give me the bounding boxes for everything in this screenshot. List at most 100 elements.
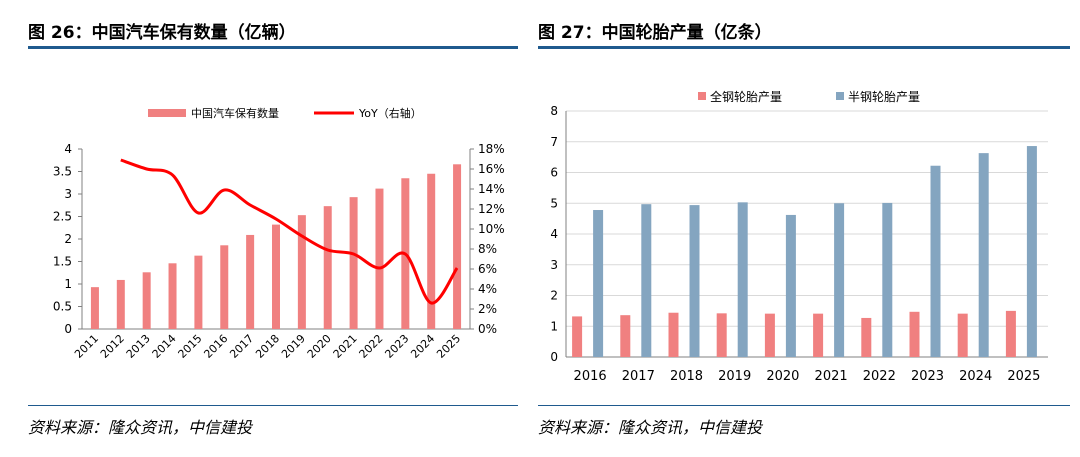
x-tick-label: 2011	[72, 332, 101, 361]
x-tick-label: 2012	[98, 332, 127, 361]
ownership-bar	[427, 173, 436, 329]
ownership-bar	[90, 287, 99, 329]
right-y-tick-label: 16%	[478, 162, 505, 176]
legend-label-semisteel: 半钢轮胎产量	[848, 90, 920, 104]
x-tick-label: 2018	[670, 369, 703, 384]
legend-label-ownership: 中国汽车保有数量	[191, 106, 279, 120]
left-y-tick-label: 0.5	[53, 300, 72, 314]
ownership-bar	[453, 164, 462, 329]
semisteel-bar	[882, 202, 893, 357]
semisteel-bar	[785, 214, 796, 357]
left-y-tick-label: 3.5	[53, 165, 72, 179]
legend-label-yoy: YoY（右轴）	[358, 106, 422, 120]
legend-swatch-semisteel	[836, 92, 844, 100]
right-y-tick-label: 2%	[478, 302, 497, 316]
y-tick-label: 2	[550, 289, 558, 303]
right-source-rule	[538, 405, 1070, 406]
left-source-rule	[28, 405, 518, 406]
left-title-rule	[28, 46, 518, 49]
allsteel-bar	[668, 312, 679, 357]
y-tick-label: 5	[550, 196, 558, 210]
left-figure-title: 图 26：中国汽车保有数量（亿辆）	[28, 23, 296, 43]
x-tick-label: 2022	[863, 369, 896, 384]
legend-swatch-ownership	[148, 109, 186, 117]
right-title-rule	[538, 46, 1070, 49]
ownership-bar	[349, 197, 358, 329]
semisteel-bar	[978, 153, 989, 357]
semisteel-bar	[930, 165, 941, 357]
x-tick-label: 2020	[305, 332, 334, 361]
ownership-bar	[272, 224, 280, 329]
x-tick-label: 2017	[622, 369, 655, 384]
tire-production-chart: 0 1 2 3 4 5 6 7 8 2016 2017 2018 2019 2020 2021 2022 202…	[550, 89, 1048, 384]
ownership-bar	[246, 234, 255, 329]
x-tick-label: 2017	[227, 332, 256, 361]
x-tick-label: 2016	[201, 332, 230, 361]
right-y-tick-label: 0%	[478, 322, 497, 336]
semisteel-bar	[737, 202, 748, 357]
semisteel-bar	[834, 203, 845, 357]
x-tick-label: 2025	[434, 332, 463, 361]
ownership-bar	[142, 272, 151, 329]
x-tick-label: 2016	[574, 369, 607, 384]
x-tick-label: 2023	[382, 332, 411, 361]
ownership-bar	[323, 206, 332, 329]
ownership-bar	[375, 188, 384, 329]
y-tick-label: 6	[550, 166, 558, 180]
y-tick-label: 0	[550, 350, 558, 364]
left-y-tick-label: 2	[64, 232, 72, 246]
semisteel-bar	[641, 204, 652, 357]
allsteel-bar	[861, 317, 872, 357]
x-tick-label: 2024	[959, 369, 992, 384]
legend-swatch-allsteel	[698, 92, 706, 100]
y-tick-label: 1	[550, 319, 558, 333]
allsteel-bar	[620, 315, 631, 357]
right-y-tick-label: 10%	[478, 222, 505, 236]
right-y-tick-label: 14%	[478, 182, 505, 196]
left-y-tick-label: 1.5	[53, 255, 72, 269]
left-y-tick-label: 3	[64, 187, 72, 201]
x-tick-label: 2023	[911, 369, 944, 384]
left-y-tick-label: 2.5	[53, 210, 72, 224]
semisteel-bar	[593, 210, 604, 357]
right-y-tick-label: 12%	[478, 202, 505, 216]
x-tick-label: 2022	[357, 332, 386, 361]
semisteel-bar	[689, 205, 700, 357]
right-y-tick-label: 18%	[478, 142, 505, 156]
x-tick-label: 2013	[124, 332, 153, 361]
x-tick-label: 2021	[331, 332, 360, 361]
x-tick-label: 2014	[150, 332, 179, 361]
ownership-bar	[168, 263, 177, 329]
x-tick-label: 2024	[408, 332, 437, 361]
left-y-tick-label: 1	[64, 277, 72, 291]
allsteel-bar	[764, 313, 775, 357]
x-tick-label: 2018	[253, 332, 282, 361]
y-tick-label: 4	[550, 227, 558, 241]
semisteel-bar	[1026, 146, 1037, 357]
x-tick-label: 2019	[718, 369, 751, 384]
x-tick-label: 2020	[766, 369, 799, 384]
allsteel-bar	[1005, 310, 1016, 357]
right-figure-title: 图 27：中国轮胎产量（亿条）	[538, 23, 772, 43]
right-y-tick-label: 4%	[478, 282, 497, 296]
x-tick-label: 2021	[815, 369, 848, 384]
x-tick-label: 2025	[1007, 369, 1040, 384]
allsteel-bar	[813, 313, 824, 357]
allsteel-bar	[957, 313, 968, 357]
y-tick-label: 3	[550, 258, 558, 272]
x-tick-label: 2019	[279, 332, 308, 361]
y-tick-label: 8	[550, 104, 558, 118]
right-source-note: 资料来源：隆众资讯，中信建投	[538, 418, 763, 437]
left-y-tick-label: 0	[64, 322, 72, 336]
ownership-bar	[297, 215, 306, 329]
yoy-line	[120, 158, 459, 305]
allsteel-bar	[716, 313, 727, 357]
y-tick-label: 7	[550, 135, 558, 149]
left-source-note: 资料来源：隆众资讯，中信建投	[28, 418, 253, 437]
allsteel-bar	[572, 316, 583, 357]
ownership-bar	[116, 279, 125, 329]
legend-label-allsteel: 全钢轮胎产量	[710, 89, 782, 104]
x-tick-label: 2015	[176, 332, 205, 361]
right-y-tick-label: 6%	[478, 262, 497, 276]
ownership-bar	[194, 255, 203, 329]
